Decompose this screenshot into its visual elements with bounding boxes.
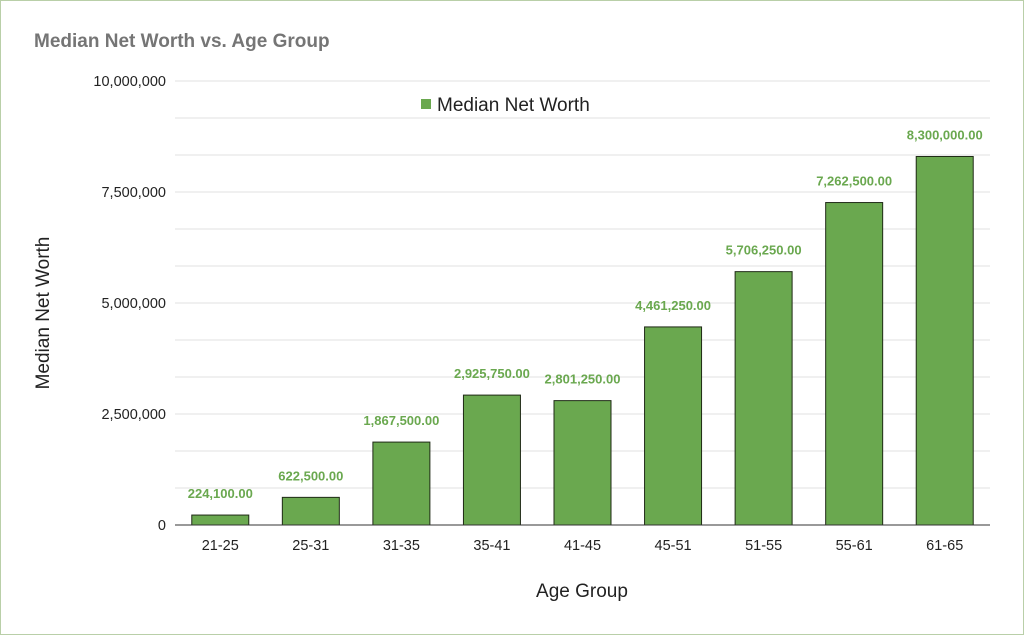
data-label-51-55: 5,706,250.00	[726, 243, 802, 258]
data-label-31-35: 1,867,500.00	[363, 413, 439, 428]
y-tick-label: 10,000,000	[93, 74, 166, 90]
data-label-41-45: 2,801,250.00	[545, 372, 621, 387]
y-axis-ticks: 0 2,500,000 5,000,000 7,500,000 10,000,000	[93, 74, 166, 534]
x-tick-label-51-55: 51-55	[745, 538, 782, 554]
chart-title: Median Net Worth vs. Age Group	[34, 31, 330, 52]
bar-25-31	[281, 496, 340, 526]
bar-61-65	[915, 155, 974, 526]
bar-31-35	[372, 441, 431, 526]
legend-label: Median Net Worth	[437, 95, 590, 116]
data-label-55-61: 7,262,500.00	[816, 174, 892, 189]
x-axis-title: Age Group	[536, 581, 628, 602]
x-tick-label-41-45: 41-45	[564, 538, 601, 554]
x-tick-label-25-31: 25-31	[292, 538, 329, 554]
legend: Median Net Worth	[421, 95, 590, 116]
y-tick-label: 0	[158, 518, 166, 534]
data-label-25-31: 622,500.00	[278, 468, 343, 483]
bar-41-45	[553, 400, 612, 526]
x-tick-label-55-61: 55-61	[836, 538, 873, 554]
x-tick-label-45-51: 45-51	[655, 538, 692, 554]
bar-51-55	[734, 271, 793, 526]
x-tick-label-35-41: 35-41	[473, 538, 510, 554]
data-label-61-65: 8,300,000.00	[907, 127, 983, 142]
y-tick-label: 2,500,000	[101, 407, 166, 423]
y-tick-label: 7,500,000	[101, 185, 166, 201]
y-tick-label: 5,000,000	[101, 296, 166, 312]
x-tick-label-21-25: 21-25	[202, 538, 239, 554]
data-label-21-25: 224,100.00	[188, 486, 253, 501]
bar-21-25	[191, 514, 250, 526]
data-labels: 224,100.00 622,500.00 1,867,500.00 2,925,75…	[188, 127, 983, 501]
legend-swatch	[421, 99, 431, 109]
data-label-35-41: 2,925,750.00	[454, 366, 530, 381]
x-axis-ticks: 21-25 25-31 31-35 35-41 41-45 45-51 51-55 55-61…	[202, 538, 964, 554]
bar-45-51	[644, 326, 703, 526]
x-tick-label-31-35: 31-35	[383, 538, 420, 554]
y-axis-title: Median Net Worth	[33, 237, 54, 390]
data-label-45-51: 4,461,250.00	[635, 298, 711, 313]
x-tick-label-61-65: 61-65	[926, 538, 963, 554]
bar-35-41	[462, 394, 521, 526]
bar-55-61	[825, 202, 884, 526]
bars	[191, 155, 974, 526]
